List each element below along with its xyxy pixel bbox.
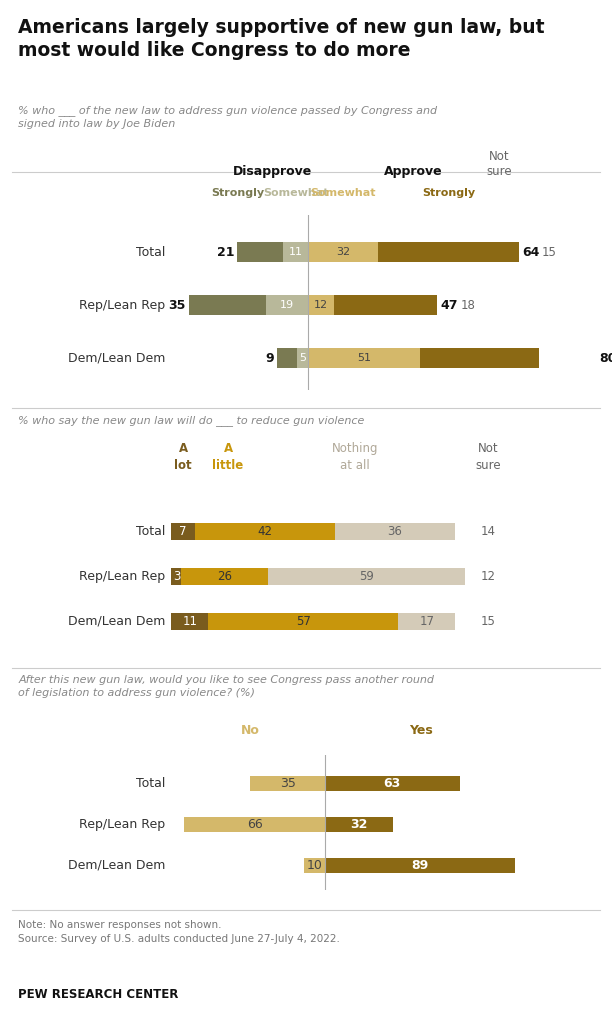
Text: at all: at all <box>340 459 370 472</box>
Text: Strongly: Strongly <box>422 188 475 198</box>
Bar <box>184 817 325 833</box>
Text: 21: 21 <box>217 246 234 259</box>
Bar <box>237 242 283 262</box>
Text: Rep/Lean Rep: Rep/Lean Rep <box>79 299 165 311</box>
Text: 51: 51 <box>357 353 371 364</box>
Text: Dem/Lean Dem: Dem/Lean Dem <box>68 351 165 365</box>
Text: 32: 32 <box>351 818 368 831</box>
Bar <box>420 348 595 369</box>
Text: 26: 26 <box>217 569 233 583</box>
Bar <box>325 776 460 792</box>
Text: Total: Total <box>136 777 165 791</box>
Text: Total: Total <box>136 246 165 259</box>
Text: Americans largely supportive of new gun law, but
most would like Congress to do : Americans largely supportive of new gun … <box>18 18 545 60</box>
Text: % who ___ of the new law to address gun violence passed by Congress and
signed i: % who ___ of the new law to address gun … <box>18 105 438 129</box>
Text: Dem/Lean Dem: Dem/Lean Dem <box>68 859 165 872</box>
Text: 7: 7 <box>179 525 187 538</box>
Text: Strongly: Strongly <box>211 188 264 198</box>
Bar <box>189 295 266 315</box>
Text: Note: No answer responses not shown.
Source: Survey of U.S. adults conducted Jun: Note: No answer responses not shown. Sou… <box>18 920 340 944</box>
Text: Somewhat: Somewhat <box>263 188 329 198</box>
Bar <box>250 776 325 792</box>
Text: Not: Not <box>478 442 499 455</box>
Bar <box>171 612 208 630</box>
Text: lot: lot <box>174 459 192 472</box>
Text: Disapprove: Disapprove <box>233 165 312 178</box>
Text: Not
sure: Not sure <box>486 150 512 178</box>
Text: 64: 64 <box>522 246 539 259</box>
Text: 57: 57 <box>296 614 311 628</box>
Text: Approve: Approve <box>384 165 442 178</box>
Text: Rep/Lean Rep: Rep/Lean Rep <box>79 569 165 583</box>
Bar <box>308 295 334 315</box>
Text: 14: 14 <box>481 525 496 538</box>
Bar <box>283 242 308 262</box>
Text: Somewhat: Somewhat <box>310 188 376 198</box>
Text: 35: 35 <box>168 299 185 311</box>
Text: 19: 19 <box>280 300 294 310</box>
Bar <box>334 295 438 315</box>
Text: Yes: Yes <box>409 724 433 737</box>
Text: Rep/Lean Rep: Rep/Lean Rep <box>79 818 165 831</box>
Text: Dem/Lean Dem: Dem/Lean Dem <box>68 614 165 628</box>
Bar <box>171 567 181 585</box>
Bar <box>181 567 268 585</box>
Bar <box>398 612 455 630</box>
Text: 59: 59 <box>359 569 374 583</box>
Text: A: A <box>223 442 233 455</box>
Text: After this new gun law, would you like to see Congress pass another round
of leg: After this new gun law, would you like t… <box>18 675 435 698</box>
Text: 47: 47 <box>441 299 458 311</box>
Text: 17: 17 <box>419 614 435 628</box>
Text: 10: 10 <box>307 859 323 872</box>
Text: 15: 15 <box>481 614 496 628</box>
Bar <box>266 295 308 315</box>
Bar <box>325 858 515 873</box>
Text: 12: 12 <box>314 300 328 310</box>
Text: little: little <box>212 459 244 472</box>
Bar <box>308 348 420 369</box>
Text: 3: 3 <box>173 569 180 583</box>
Bar <box>325 817 394 833</box>
Text: Total: Total <box>136 525 165 538</box>
Text: 15: 15 <box>542 246 557 259</box>
Text: 42: 42 <box>257 525 272 538</box>
Text: 11: 11 <box>289 247 302 257</box>
Text: PEW RESEARCH CENTER: PEW RESEARCH CENTER <box>18 988 179 1001</box>
Text: 9: 9 <box>265 351 274 365</box>
Text: A: A <box>179 442 188 455</box>
Text: 63: 63 <box>384 777 401 791</box>
Text: 12: 12 <box>481 569 496 583</box>
Text: sure: sure <box>476 459 501 472</box>
Text: % who say the new gun law will do ___ to reduce gun violence: % who say the new gun law will do ___ to… <box>18 415 365 426</box>
Bar <box>208 612 398 630</box>
Text: 5: 5 <box>299 353 305 364</box>
Text: 36: 36 <box>387 525 403 538</box>
Text: Nothing: Nothing <box>332 442 378 455</box>
Bar <box>308 242 378 262</box>
Text: 35: 35 <box>280 777 296 791</box>
Bar <box>277 348 297 369</box>
Bar <box>304 858 325 873</box>
Bar <box>195 523 335 540</box>
Bar <box>171 523 195 540</box>
Bar <box>378 242 519 262</box>
Text: 89: 89 <box>411 859 428 872</box>
Text: 66: 66 <box>247 818 263 831</box>
Text: 11: 11 <box>182 614 197 628</box>
Bar <box>268 567 465 585</box>
Text: 18: 18 <box>461 299 476 311</box>
Bar <box>297 348 308 369</box>
Bar <box>335 523 455 540</box>
Text: No: No <box>241 724 259 737</box>
Text: 80: 80 <box>599 351 612 365</box>
Text: 32: 32 <box>336 247 350 257</box>
